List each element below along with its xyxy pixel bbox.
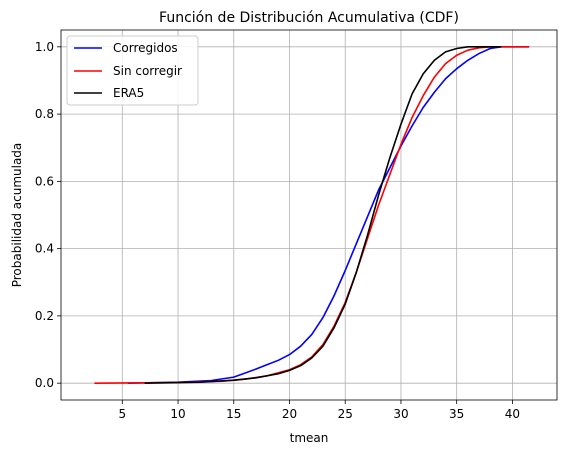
plot-frame [60,29,558,401]
y-tick-label: 0.6 [35,174,54,188]
x-axis-title: tmean [290,431,329,445]
legend-box [66,35,199,106]
x-tick-label: 35 [449,407,464,421]
legend-label-era5: ERA5 [113,86,144,100]
x-tick-label: 40 [505,407,520,421]
y-tick-label: 0.0 [35,376,54,390]
axis-ticks: 5 10 15 20 25 30 35 40 0.0 0.2 0.4 0.6 0.8 1.0 [35,40,520,421]
y-tick-label: 0.4 [35,242,54,256]
x-tick-label: 20 [282,407,297,421]
series-line-era5 [144,46,502,384]
x-tick-label: 25 [338,407,353,421]
y-tick-label: 0.8 [35,107,54,121]
legend-label-corregidos: Corregidos [113,41,178,55]
y-tick-label: 1.0 [35,40,54,54]
y-tick-label: 0.2 [35,309,54,323]
x-tick-label: 5 [118,407,126,421]
legend: Corregidos Sin corregir ERA5 [66,35,199,106]
series-lines [94,46,530,384]
series-line-corregidos [127,46,530,384]
x-tick-label: 15 [226,407,241,421]
x-tick-label: 10 [170,407,185,421]
y-axis-title: Probabilidad acumulada [10,143,24,288]
legend-label-sin-corregir: Sin corregir [113,64,182,78]
x-tick-label: 30 [393,407,408,421]
chart-title: Función de Distribución Acumulativa (CDF… [159,10,459,26]
